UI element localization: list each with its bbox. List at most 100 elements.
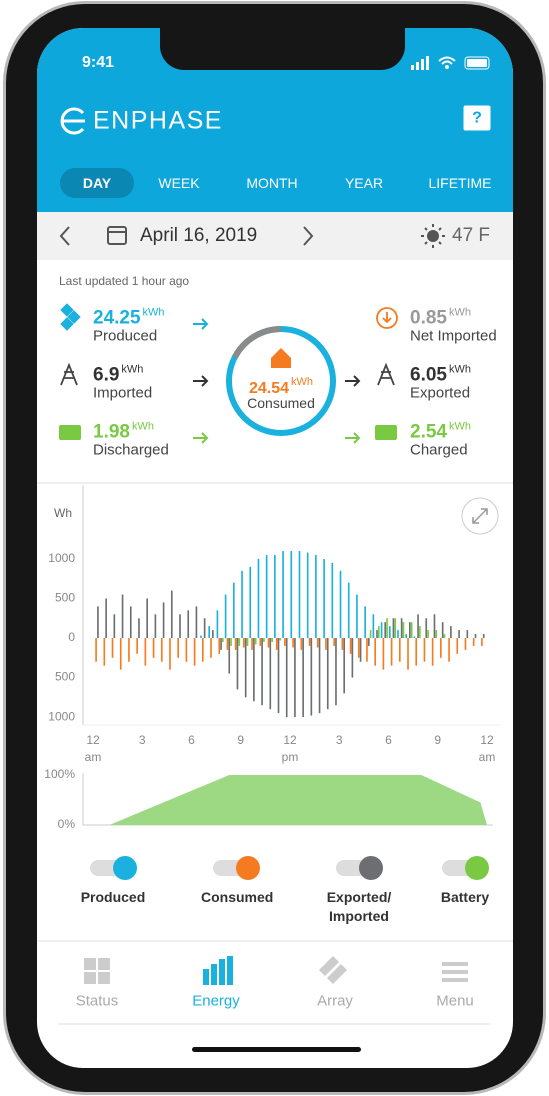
unit: kWh (448, 363, 471, 376)
bar (415, 638, 418, 666)
summary-label: Net Imported (410, 327, 497, 345)
bar (259, 638, 262, 646)
bar (435, 630, 438, 639)
summary-value: 6.9 kWh (93, 364, 143, 387)
bar (417, 614, 419, 639)
consumed-value: 24.54 kWh (249, 376, 313, 398)
y-tick-label: 500 (55, 591, 75, 605)
tab[interactable]: LIFETIME (428, 175, 492, 191)
legend-toggle[interactable] (336, 856, 383, 880)
bar (339, 570, 342, 639)
x-tick-sublabel: am (479, 750, 496, 764)
legend-label: Battery (440, 889, 490, 905)
date: April 16, 2019 (140, 225, 258, 246)
bar (249, 566, 252, 639)
bar (292, 638, 294, 648)
nav-item[interactable]: Energy (192, 992, 240, 1010)
bar (246, 638, 249, 646)
bar (169, 638, 171, 670)
bar (290, 551, 293, 639)
bar (203, 618, 206, 639)
tab[interactable]: MONTH (246, 175, 298, 191)
bar (402, 622, 405, 639)
tab[interactable]: DAY (82, 175, 112, 191)
nav-item[interactable]: Menu (436, 992, 474, 1010)
bar (200, 635, 202, 639)
summary-value: 6.05 kWh (410, 364, 471, 387)
bar (323, 558, 325, 639)
x-tick-label: 12 (86, 733, 100, 747)
summary-value: 24.25 kWh (93, 307, 165, 330)
bar (179, 614, 181, 639)
nav-item[interactable]: Status (75, 992, 119, 1010)
value: 24.25 (93, 307, 141, 329)
bar (212, 630, 214, 639)
legend-toggle[interactable] (90, 856, 137, 880)
bar (456, 638, 459, 654)
bar (160, 638, 163, 662)
help-button[interactable]: ? (463, 105, 491, 131)
bar (366, 638, 368, 662)
bar (224, 594, 227, 639)
x-tick-label: 9 (434, 733, 441, 747)
x-tick-sublabel: am (85, 750, 102, 764)
bar (407, 638, 409, 670)
legend-toggle[interactable] (442, 856, 489, 880)
tab[interactable]: WEEK (158, 175, 200, 191)
bar (251, 638, 253, 650)
nav-item[interactable]: Array (317, 992, 353, 1010)
y-tick-label: 1000 (48, 551, 75, 565)
bar (398, 638, 401, 662)
bar (170, 590, 173, 639)
area (109, 775, 488, 825)
y-tick-label: 0 (68, 630, 75, 644)
bar (394, 618, 397, 639)
bar (129, 606, 132, 639)
y-tick-label: 1000 (48, 709, 75, 723)
summary-label: Imported (93, 384, 153, 402)
value: 24.54 (248, 380, 290, 397)
bar (138, 618, 140, 639)
x-tick-label: 3 (336, 733, 343, 747)
tab[interactable]: YEAR (344, 175, 384, 191)
bar (388, 626, 391, 639)
bar (409, 622, 411, 639)
bar (425, 618, 428, 639)
next-day[interactable] (303, 226, 314, 246)
bar (267, 638, 270, 648)
bar (282, 551, 284, 639)
x-tick-label: 12 (283, 733, 297, 747)
bar (244, 638, 247, 698)
bar (195, 606, 198, 639)
bar (253, 638, 255, 702)
value: 2.54 (410, 421, 447, 443)
bar (254, 638, 257, 645)
bar (146, 598, 148, 639)
unit: kWh (448, 306, 471, 319)
bar (318, 638, 321, 714)
bar (185, 638, 188, 662)
legend-toggle[interactable] (213, 856, 260, 880)
bar (111, 638, 114, 658)
bar (257, 558, 260, 639)
bar (234, 638, 237, 650)
prev-day[interactable] (59, 226, 70, 246)
charts: Wh 1000 500 0 500 1000 12 am 3 6 9 12 pm 3 6 9 12 am 0% 100… (37, 303, 513, 1052)
toggle-knob (113, 856, 137, 880)
bar (341, 638, 344, 650)
bar (226, 638, 229, 650)
summary-value: 1.98 kWh (93, 421, 154, 444)
unit: kWh (291, 376, 314, 388)
x-tick-label: 12 (480, 733, 494, 747)
bar (316, 638, 319, 648)
bar (326, 638, 329, 710)
bar (228, 638, 231, 674)
bar (331, 562, 334, 639)
bar (187, 610, 190, 639)
bar (113, 614, 116, 639)
bar (261, 638, 263, 706)
bar (243, 638, 245, 648)
bar (177, 638, 180, 658)
bar (95, 638, 97, 662)
